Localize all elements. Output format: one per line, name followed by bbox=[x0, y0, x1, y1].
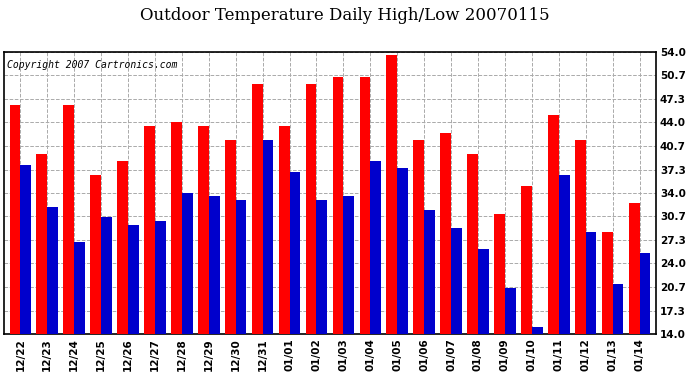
Bar bbox=[371, 161, 381, 334]
Bar bbox=[128, 225, 139, 334]
Bar bbox=[171, 122, 182, 334]
Bar bbox=[225, 140, 236, 334]
Bar bbox=[306, 84, 317, 334]
Bar bbox=[505, 288, 515, 334]
Bar bbox=[155, 221, 166, 334]
Text: Copyright 2007 Cartronics.com: Copyright 2007 Cartronics.com bbox=[8, 60, 178, 70]
Bar bbox=[117, 161, 128, 334]
Bar bbox=[467, 154, 478, 334]
Bar bbox=[602, 232, 613, 334]
Bar bbox=[317, 200, 327, 334]
Bar bbox=[521, 186, 532, 334]
Bar bbox=[63, 105, 74, 334]
Bar bbox=[640, 253, 650, 334]
Bar bbox=[74, 242, 85, 334]
Bar bbox=[10, 105, 20, 334]
Bar bbox=[37, 154, 47, 334]
Bar bbox=[386, 56, 397, 334]
Bar bbox=[236, 200, 246, 334]
Bar bbox=[182, 193, 193, 334]
Bar bbox=[252, 84, 263, 334]
Bar bbox=[548, 115, 559, 334]
Bar bbox=[629, 203, 640, 334]
Bar bbox=[494, 214, 505, 334]
Bar bbox=[575, 140, 586, 334]
Bar bbox=[47, 207, 58, 334]
Bar bbox=[359, 76, 371, 334]
Bar bbox=[424, 210, 435, 334]
Bar bbox=[279, 126, 290, 334]
Bar bbox=[333, 76, 344, 334]
Bar bbox=[198, 126, 209, 334]
Bar bbox=[413, 140, 424, 334]
Bar bbox=[397, 168, 408, 334]
Bar bbox=[451, 228, 462, 334]
Bar bbox=[559, 175, 569, 334]
Bar bbox=[144, 126, 155, 334]
Bar bbox=[586, 232, 596, 334]
Bar bbox=[209, 196, 219, 334]
Bar bbox=[478, 249, 489, 334]
Bar bbox=[90, 175, 101, 334]
Text: Outdoor Temperature Daily High/Low 20070115: Outdoor Temperature Daily High/Low 20070… bbox=[140, 8, 550, 24]
Bar bbox=[532, 327, 542, 334]
Bar bbox=[440, 133, 451, 334]
Bar bbox=[263, 140, 273, 334]
Bar bbox=[613, 285, 623, 334]
Bar bbox=[344, 196, 354, 334]
Bar bbox=[290, 172, 300, 334]
Bar bbox=[20, 165, 31, 334]
Bar bbox=[101, 217, 112, 334]
